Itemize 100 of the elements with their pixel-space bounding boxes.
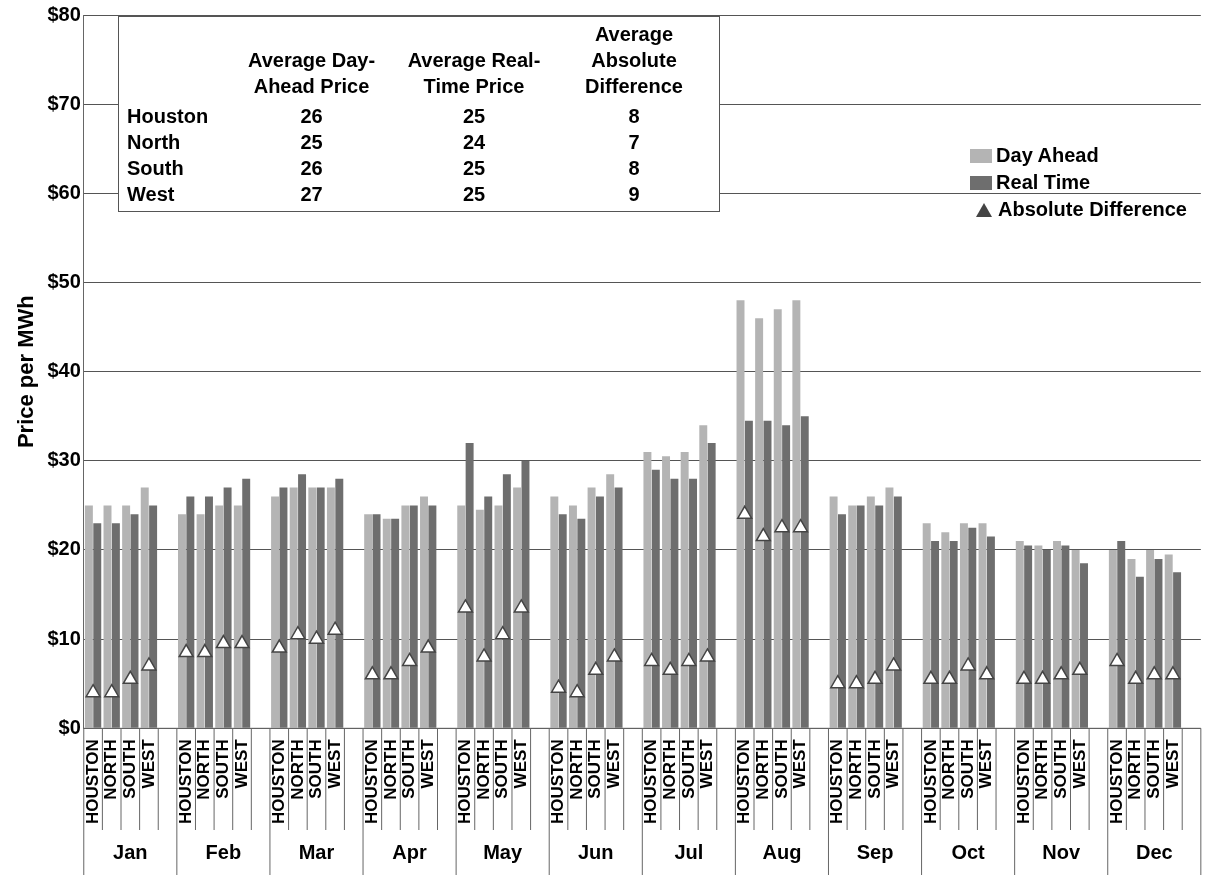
point	[1034, 670, 1051, 685]
bar	[364, 514, 373, 728]
point	[792, 518, 809, 533]
annotation: Houston	[126, 104, 210, 129]
x-tick-label: HOUSTON	[455, 739, 475, 825]
point	[1072, 661, 1088, 676]
annotation: Average Real-Time Price	[406, 48, 542, 99]
x-tick-label: HOUSTON	[1106, 739, 1126, 825]
bar	[382, 518, 391, 728]
bar	[1127, 558, 1136, 728]
x-tick-label: HOUSTON	[920, 739, 940, 825]
bar	[289, 487, 298, 728]
x-tick-label: HOUSTON	[827, 739, 847, 825]
text: May	[483, 840, 523, 863]
x-tick-label: WEST	[604, 738, 624, 789]
bar	[866, 496, 875, 728]
y-tick-label: $70	[47, 91, 81, 114]
y-tick-label: $60	[47, 180, 81, 203]
point	[401, 652, 418, 667]
point	[513, 599, 529, 613]
point	[681, 652, 697, 667]
x-tick-label: NORTH	[1125, 739, 1145, 800]
annotation: Average Absolute Difference	[584, 22, 684, 99]
bar	[1071, 549, 1080, 728]
annotation: 25	[299, 130, 324, 155]
x-tick-label: WEST	[1069, 738, 1089, 789]
bar	[122, 505, 131, 728]
x-tick-label: NORTH	[659, 739, 679, 800]
point	[420, 639, 436, 653]
y-tick-label: $50	[47, 270, 81, 293]
point	[1109, 652, 1125, 667]
bar	[1164, 554, 1173, 728]
x-tick-label: SOUTH	[492, 739, 512, 799]
x-tick-label: WEST	[1162, 738, 1182, 789]
point	[941, 670, 958, 685]
bar	[196, 514, 205, 728]
x-tick-label: SOUTH	[213, 739, 233, 799]
x-tick-label: SOUTH	[585, 739, 605, 799]
point	[104, 683, 120, 698]
x-tick-label: SOUTH	[1143, 739, 1163, 799]
y-tick-label: $40	[47, 359, 81, 382]
x-tick-label: WEST	[417, 738, 437, 789]
point	[606, 648, 623, 662]
annotation: 8	[627, 104, 641, 129]
x-tick-label: NORTH	[194, 739, 214, 800]
bar	[773, 309, 782, 728]
bar	[606, 474, 615, 728]
x-tick-label: SOUTH	[306, 739, 326, 799]
x-tick-label: NORTH	[287, 739, 307, 800]
x-tick-label: WEST	[510, 738, 530, 789]
point	[885, 657, 902, 671]
bar	[792, 300, 801, 728]
annotation: 26	[299, 104, 324, 129]
bar	[755, 318, 764, 728]
point	[830, 674, 846, 689]
point	[1165, 666, 1181, 680]
annotation: North	[126, 130, 182, 155]
x-tick-label: SOUTH	[957, 739, 977, 799]
bar	[475, 509, 484, 728]
text: Jul	[674, 840, 704, 863]
point	[290, 625, 306, 640]
text: Jan	[113, 840, 148, 863]
bar	[699, 425, 708, 728]
point	[755, 527, 771, 542]
bar	[587, 487, 596, 728]
x-tick-label: SOUTH	[1050, 739, 1070, 799]
bar	[1108, 549, 1117, 728]
bar	[457, 505, 466, 728]
x-tick-label: HOUSTON	[175, 739, 195, 825]
text: Nov	[1042, 840, 1081, 863]
bar	[494, 505, 503, 728]
bar	[140, 487, 149, 728]
annotation: 8	[627, 156, 641, 181]
text: Jun	[577, 840, 614, 863]
annotation: Average Day-Ahead Price	[246, 48, 377, 99]
point	[364, 666, 381, 680]
point	[234, 634, 250, 649]
y-tick-label: $10	[47, 626, 81, 649]
point	[923, 670, 939, 685]
point	[737, 505, 753, 520]
text: Dec	[1135, 840, 1173, 863]
point	[569, 683, 585, 698]
x-tick-label: NORTH	[846, 739, 866, 800]
bar	[662, 456, 671, 728]
bar	[550, 496, 559, 728]
point	[457, 599, 474, 613]
x-tick-label: NORTH	[753, 739, 772, 800]
point	[588, 661, 604, 676]
point	[1053, 666, 1069, 680]
point	[643, 652, 660, 667]
point	[960, 657, 976, 671]
x-tick-label: WEST	[790, 738, 810, 789]
text: Feb	[205, 840, 242, 863]
point	[215, 634, 232, 649]
point	[550, 679, 567, 693]
bar	[885, 487, 894, 728]
y-tick-label: $30	[47, 448, 81, 471]
bar	[326, 487, 335, 728]
y-tick-label: $80	[47, 2, 81, 25]
point	[979, 666, 995, 680]
